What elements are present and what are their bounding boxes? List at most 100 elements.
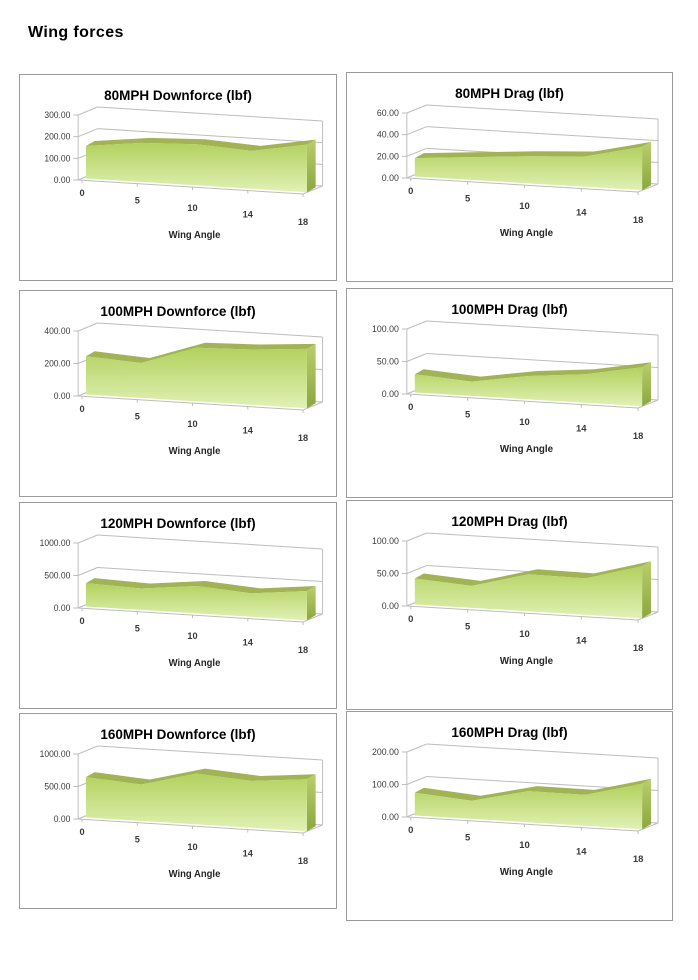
x-tick-label: 14 [243,637,254,647]
y-tick-label: 0.00 [382,173,399,183]
x-tick-label: 18 [633,854,644,865]
chart-canvas: 100.00 50.00 0.00 0 5 10 14 18 Wing Angle [372,320,659,455]
x-axis-title: Wing Angle [169,869,221,880]
x-tick-label: 14 [243,425,254,435]
x-tick-label: 5 [465,194,470,205]
x-axis: 0 5 10 14 18 [79,396,308,443]
x-axis-title: Wing Angle [169,446,221,457]
y-axis: 100.00 50.00 0.00 [372,324,408,399]
y-tick-label: 100.00 [372,324,399,334]
y-tick-label: 200.00 [372,747,399,757]
y-tick-label: 60.00 [377,108,399,118]
x-axis: 0 5 10 14 18 [79,608,308,655]
chart-title: 100MPH Downforce (lbf) [100,304,256,319]
y-axis: 1000.00 500.00 0.00 [40,538,79,613]
y-tick-label: 200.00 [44,358,70,368]
area-series [85,142,307,193]
area-series [85,773,307,832]
x-tick-label: 18 [298,645,308,655]
area-series [414,146,643,191]
x-tick-label: 0 [79,827,84,837]
chart-title: 80MPH Drag (lbf) [455,86,564,101]
x-axis: 0 5 10 14 18 [79,180,308,227]
back-wall-gridlines [406,320,659,400]
chart-canvas: 100.00 50.00 0.00 0 5 10 14 18 Wing Angle [372,532,659,667]
chart-80mph-drag: 80MPH Drag (lbf) 60.00 40.00 20.00 0.00 0 5 10… [346,72,673,282]
chart-120mph-drag: 120MPH Drag (lbf) 100.00 50.00 0.00 0 5 10 14 1… [346,500,673,710]
chart-title: 160MPH Drag (lbf) [451,725,568,740]
area-top-surface [85,578,316,594]
x-tick-label: 18 [298,433,308,443]
y-tick-label: 300.00 [44,110,70,120]
x-axis-title: Wing Angle [500,656,554,667]
x-tick-label: 10 [519,417,530,428]
x-tick-label: 0 [408,825,413,836]
x-tick-label: 10 [187,842,197,852]
x-tick-label: 5 [135,412,140,422]
x-tick-label: 14 [576,208,587,219]
y-axis: 400.00 200.00 0.00 [44,326,79,401]
chart-160mph-drag: 160MPH Drag (lbf) 200.00 100.00 0.00 0 5 10 14… [346,711,673,921]
x-tick-label: 18 [298,856,308,866]
area-side-surface [642,778,652,830]
x-tick-label: 14 [243,848,254,858]
area-side-surface [306,343,316,409]
y-tick-label: 0.00 [382,389,399,399]
x-tick-label: 5 [465,410,470,421]
area-side-surface [642,362,652,407]
y-tick-label: 200.00 [44,132,70,142]
y-tick-label: 20.00 [377,151,399,161]
x-tick-label: 0 [408,186,413,197]
y-tick-label: 0.00 [54,603,71,613]
x-tick-label: 18 [633,643,644,654]
chart-canvas: 400.00 200.00 0.00 0 5 10 14 18 Wing Angle [44,322,323,457]
y-tick-label: 50.00 [377,356,399,366]
area-top-surface [85,342,316,363]
y-tick-label: 50.00 [377,568,399,578]
area-top-surface [85,768,316,785]
x-axis-title: Wing Angle [169,658,221,669]
chart-120mph-downforce: 120MPH Downforce (lbf) 1000.00 500.00 0.00… [19,502,337,709]
area-side-surface [642,141,652,191]
y-tick-label: 400.00 [44,326,70,336]
chart-canvas: 1000.00 500.00 0.00 0 5 10 14 18 Wing Angle [40,534,323,669]
chart-title: 120MPH Downforce (lbf) [100,516,256,531]
x-tick-label: 18 [633,431,644,442]
chart-canvas: 60.00 40.00 20.00 0.00 0 5 10 14 18 Wing Angle [377,104,659,239]
y-tick-label: 500.00 [44,570,70,580]
y-axis: 300.00 200.00 100.00 0.00 [44,110,79,185]
y-tick-label: 0.00 [382,601,399,611]
x-tick-label: 14 [243,209,254,219]
x-axis: 0 5 10 14 18 [79,819,308,866]
y-axis: 60.00 40.00 20.00 0.00 [377,108,408,183]
area-series [85,347,307,409]
y-tick-label: 100.00 [372,779,399,789]
x-tick-label: 18 [633,215,644,226]
area-side-surface [306,585,316,621]
y-tick-label: 500.00 [44,781,70,791]
x-tick-label: 0 [79,616,84,626]
x-tick-label: 14 [576,424,587,435]
x-tick-label: 5 [135,196,140,206]
chart-canvas: 200.00 100.00 0.00 0 5 10 14 18 Wing Angle [372,743,659,878]
x-tick-label: 5 [135,624,140,634]
x-tick-label: 5 [465,622,470,633]
chart-80mph-downforce: 80MPH Downforce (lbf) 300.00 200.00 100.00… [19,74,337,281]
x-axis-title: Wing Angle [169,230,221,241]
chart-160mph-downforce: 160MPH Downforce (lbf) 1000.00 500.00 0.00… [19,713,337,909]
page-title: Wing forces [28,24,124,41]
x-axis: 0 5 10 14 18 [408,817,643,865]
area-side-surface [642,561,652,619]
y-axis: 200.00 100.00 0.00 [372,747,408,822]
area-series [85,583,307,621]
x-tick-label: 14 [576,847,587,858]
y-tick-label: 1000.00 [40,538,71,548]
x-tick-label: 0 [79,404,84,414]
area-side-surface [306,774,316,832]
x-axis-title: Wing Angle [500,867,554,878]
x-tick-label: 0 [79,188,84,198]
x-tick-label: 14 [576,636,587,647]
area-top-surface [85,137,316,151]
area-series [414,783,643,830]
x-tick-label: 10 [187,631,197,641]
